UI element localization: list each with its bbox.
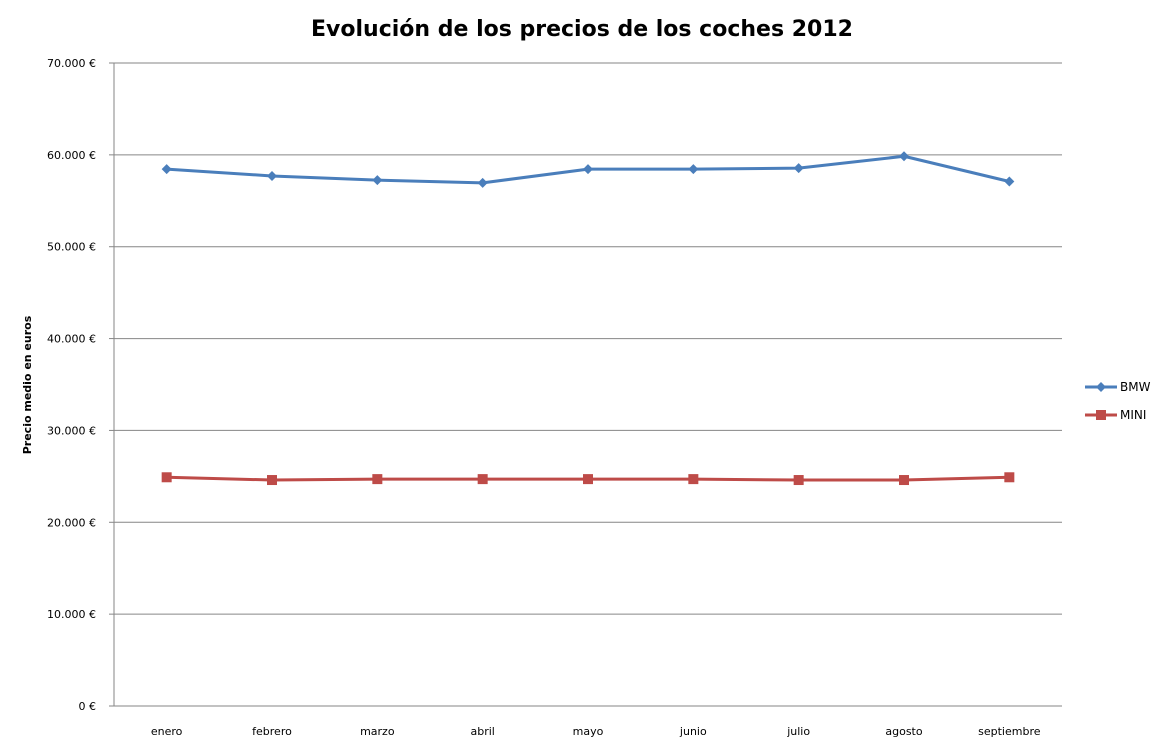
- legend: BMW MINI: [1085, 380, 1151, 422]
- x-tick-label: septiembre: [978, 725, 1041, 738]
- legend-item-bmw: BMW: [1085, 380, 1151, 394]
- data-point: [583, 474, 593, 485]
- legend-label: MINI: [1120, 408, 1146, 422]
- data-point: [899, 151, 909, 162]
- x-axis-ticks: enero febrero marzo abril mayo junio julio agos…: [151, 725, 1041, 738]
- x-tick-label: julio: [786, 725, 810, 738]
- legend-marker: [1096, 382, 1106, 392]
- data-point: [1004, 472, 1015, 483]
- y-axis-ticks: 0 € 10.000 € 20.000 € 30.000 € 40.000 € 50.00…: [47, 57, 114, 713]
- data-point: [161, 164, 172, 175]
- data-point: [267, 170, 277, 181]
- x-tick-label: abril: [470, 725, 494, 738]
- y-tick-label: 0 €: [79, 700, 97, 713]
- data-point: [793, 475, 804, 486]
- y-tick-label: 50.000 €: [47, 241, 96, 254]
- data-point: [477, 474, 488, 485]
- x-tick-label: marzo: [360, 725, 395, 738]
- y-tick-label: 10.000 €: [47, 608, 96, 621]
- data-point: [899, 475, 909, 486]
- data-point: [688, 164, 699, 175]
- x-tick-label: febrero: [252, 725, 292, 738]
- y-tick-label: 70.000 €: [47, 57, 96, 70]
- data-point: [793, 163, 804, 174]
- y-tick-label: 20.000 €: [47, 516, 96, 529]
- legend-label: BMW: [1120, 380, 1151, 394]
- legend-marker: [1096, 410, 1106, 420]
- data-point: [1004, 176, 1015, 187]
- data-point: [372, 474, 383, 485]
- gridlines: [114, 62, 1062, 615]
- y-tick-label: 40.000 €: [47, 333, 96, 346]
- x-tick-label: agosto: [885, 725, 922, 738]
- data-point: [267, 475, 277, 486]
- legend-item-mini: MINI: [1085, 408, 1146, 422]
- x-tick-label: enero: [151, 725, 183, 738]
- data-point: [161, 472, 172, 483]
- series-mini: [161, 472, 1015, 486]
- y-tick-label: 30.000 €: [47, 424, 96, 437]
- data-point: [688, 474, 699, 485]
- y-axis-label: Precio medio en euros: [21, 315, 34, 454]
- x-tick-label: mayo: [573, 725, 604, 738]
- series-bmw: [161, 151, 1015, 188]
- data-point: [372, 175, 383, 186]
- series-group: [161, 151, 1015, 486]
- y-tick-label: 60.000 €: [47, 149, 96, 162]
- x-tick-label: junio: [679, 725, 707, 738]
- data-point: [477, 177, 488, 188]
- chart-title: Evolución de los precios de los coches 2…: [311, 17, 853, 42]
- data-point: [583, 164, 593, 175]
